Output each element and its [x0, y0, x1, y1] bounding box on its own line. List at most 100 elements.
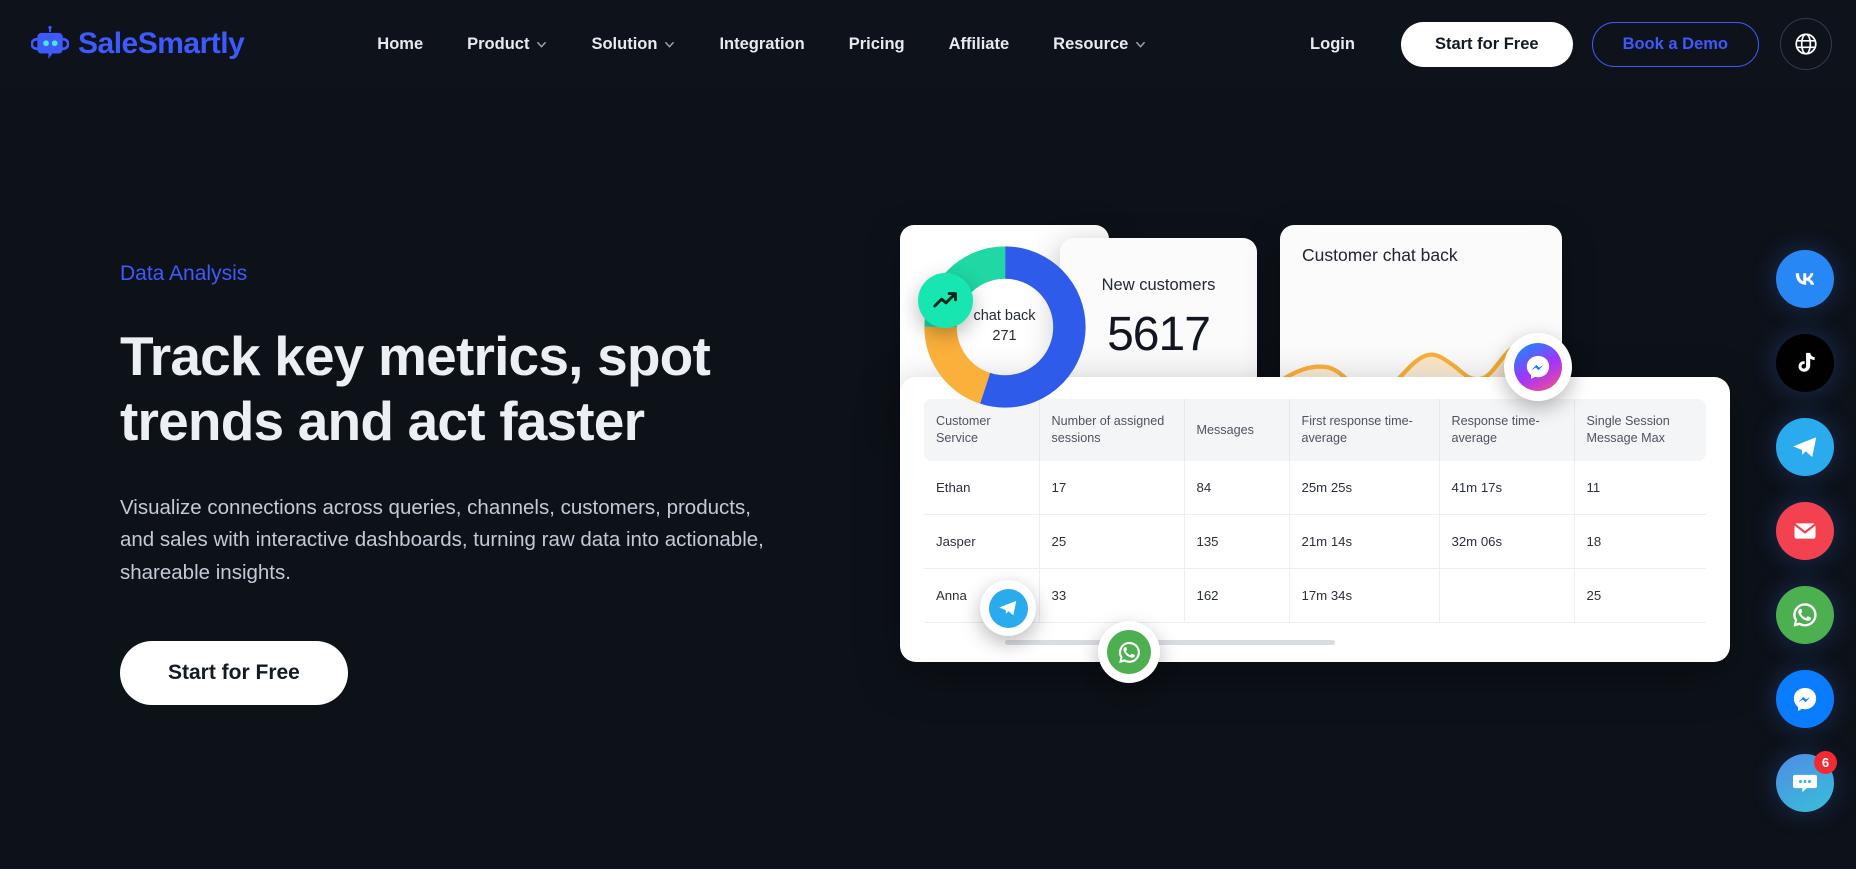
col-assigned-sessions[interactable]: Number of assigned sessions [1039, 399, 1185, 461]
cell-first-response: 25m 25s [1289, 461, 1440, 515]
nav-item-solution[interactable]: Solution [569, 27, 697, 62]
whatsapp-icon [1107, 630, 1151, 674]
donut-segment-blue [923, 246, 1086, 408]
cell-first-response: 21m 14s [1289, 514, 1440, 569]
table-horizontal-scrollbar[interactable] [1005, 640, 1335, 645]
brand-name: SaleSmartly [78, 27, 245, 60]
chevron-down-icon [537, 41, 547, 48]
chat-bubble-icon [1793, 774, 1817, 793]
social-rail-item-chat[interactable]: 6 [1776, 751, 1837, 812]
cell-messages: 84 [1184, 461, 1290, 515]
nav-item-home[interactable]: Home [355, 27, 445, 62]
cell-response [1439, 568, 1575, 623]
nav-label: Product [467, 34, 530, 53]
table-row[interactable]: Jasper 25 135 21m 14s 32m 06s 18 [924, 514, 1706, 569]
nav-item-pricing[interactable]: Pricing [827, 27, 927, 62]
cell-first-response: 17m 34s [1289, 568, 1440, 623]
col-messages[interactable]: Messages [1184, 399, 1290, 461]
cell-sessions: 25 [1039, 514, 1185, 569]
social-rail-item-vk[interactable] [1776, 250, 1834, 308]
robot-logo-icon [31, 25, 69, 60]
cell-messages: 162 [1184, 568, 1290, 623]
nav-item-integration[interactable]: Integration [697, 27, 826, 62]
messenger-icon [1514, 343, 1562, 391]
cell-messages: 135 [1184, 514, 1290, 569]
messenger-floating-badge [1504, 333, 1572, 401]
nav-label: Resource [1053, 34, 1129, 53]
table-header-row: Customer Service Number of assigned sess… [924, 399, 1706, 461]
donut-center-label: chat back 271 [920, 242, 1090, 412]
new-customers-label: New customers [1101, 276, 1216, 294]
start-for-free-button[interactable]: Start for Free [1400, 21, 1573, 67]
messenger-icon [1793, 688, 1817, 711]
language-switch-button[interactable] [1780, 18, 1832, 70]
cell-sessions: 17 [1039, 461, 1185, 515]
nav-label: Integration [719, 34, 805, 53]
nav-label: Affiliate [948, 34, 1010, 53]
col-single-session-max[interactable]: Single Session Message Max [1586, 414, 1670, 445]
whatsapp-floating-badge [1098, 621, 1160, 683]
chevron-down-icon [1136, 41, 1146, 48]
hero-subtitle: Visualize connections across queries, ch… [120, 495, 764, 584]
nav-actions: Login Start for Free Book a Demo [1286, 18, 1832, 70]
social-rail-item-telegram[interactable] [1776, 418, 1834, 476]
col-response-time[interactable]: Response time-average [1439, 399, 1575, 461]
chevron-down-icon [665, 41, 675, 48]
telegram-glyph-icon [999, 600, 1017, 616]
social-rail-item-email[interactable] [1776, 502, 1834, 560]
trend-up-icon [932, 291, 957, 307]
trend-up-badge [918, 273, 973, 328]
customer-service-table: Customer Service Number of assigned sess… [924, 399, 1706, 623]
table-row[interactable]: Anna 33 162 17m 34s 25 [924, 568, 1706, 623]
main-nav: Home Product Solution Integration Pricin… [355, 27, 1168, 62]
cell-session-max: 11 [1574, 461, 1706, 515]
new-customers-value: 5617 [1107, 308, 1211, 361]
cell-response: 32m 06s [1439, 514, 1575, 569]
tiktok-icon [1798, 352, 1815, 372]
social-rail: 6 [1776, 250, 1837, 812]
col-first-response-time[interactable]: First response time-average [1289, 399, 1440, 461]
social-rail-item-messenger[interactable] [1776, 670, 1834, 728]
book-a-demo-button[interactable]: Book a Demo [1591, 21, 1759, 67]
cell-response: 41m 17s [1439, 461, 1575, 515]
telegram-icon [1793, 437, 1817, 457]
globe-icon [1795, 33, 1817, 55]
donut-segment-teal [923, 246, 1086, 408]
cell-session-max: 18 [1574, 514, 1706, 569]
top-navbar: SaleSmartly Home Product Solution Integr… [0, 0, 1856, 88]
nav-label: Pricing [848, 34, 905, 53]
hero-start-for-free-button[interactable]: Start for Free [120, 640, 348, 705]
customer-service-table-card: Customer Service Number of assigned sess… [900, 377, 1730, 662]
chat-back-donut-card: chat back 271 [900, 225, 1109, 429]
nav-item-resource[interactable]: Resource [1031, 27, 1168, 62]
nav-item-affiliate[interactable]: Affiliate [927, 27, 1032, 62]
col-customer-service[interactable]: Customer Service [924, 399, 1040, 461]
login-link[interactable]: Login [1310, 34, 1355, 53]
hero-content: Data Analysis Track key metrics, spot tr… [120, 262, 800, 705]
vk-icon [1795, 273, 1815, 285]
nav-item-product[interactable]: Product [445, 27, 569, 62]
chat-back-card-title: Customer chat back [1302, 245, 1458, 265]
donut-value-text: 271 [992, 328, 1017, 344]
dashboard-illustration: New customers 5617 Customer chat back [900, 225, 1770, 795]
brand-logo-link[interactable]: SaleSmartly [31, 25, 245, 63]
whatsapp-icon [1793, 603, 1817, 627]
email-icon [1794, 523, 1816, 539]
chat-unread-badge: 6 [1814, 751, 1837, 774]
social-rail-item-whatsapp[interactable] [1776, 586, 1834, 644]
table-row[interactable]: Ethan 17 84 25m 25s 41m 17s 11 [924, 461, 1706, 515]
cell-name: Ethan [924, 461, 1040, 515]
nav-label: Solution [591, 34, 658, 53]
hero-eyebrow: Data Analysis [120, 262, 248, 285]
nav-label: Home [377, 34, 424, 53]
telegram-floating-badge [980, 580, 1036, 636]
cell-sessions: 33 [1039, 568, 1185, 623]
whatsapp-glyph-icon [1118, 641, 1140, 663]
donut-label-text: chat back [973, 308, 1036, 325]
social-rail-item-tiktok[interactable] [1776, 334, 1834, 392]
cell-session-max: 25 [1574, 568, 1706, 623]
cell-name: Jasper [924, 514, 1040, 569]
telegram-icon [988, 588, 1028, 628]
messenger-glyph-icon [1526, 356, 1550, 379]
